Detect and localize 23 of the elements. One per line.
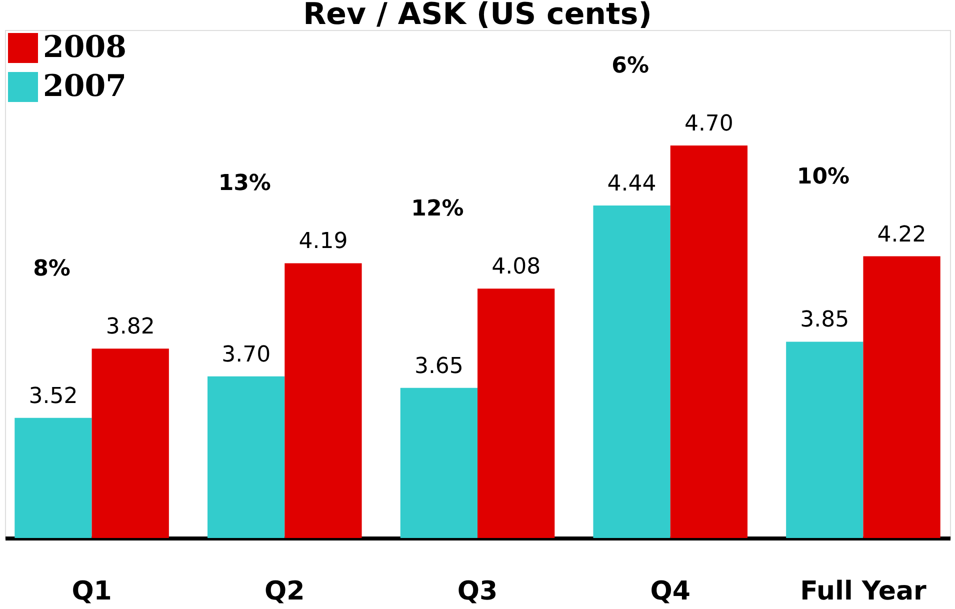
data-label: 4.22: [877, 222, 926, 248]
annotation: 10%: [796, 164, 850, 190]
legend-label: 2007: [43, 69, 126, 104]
data-label: 3.85: [800, 308, 850, 333]
data-label: 4.44: [607, 171, 656, 196]
data-label: 3.70: [222, 342, 271, 368]
data-label: 3.82: [106, 314, 155, 340]
annotation: 8%: [33, 256, 70, 282]
x-tick-label: Q1: [72, 576, 112, 606]
data-label: 4.08: [492, 254, 541, 280]
chart-title: Rev / ASK (US cents): [303, 0, 652, 32]
legend-label: 2008: [43, 30, 126, 65]
x-tick-label: Q2: [264, 576, 305, 606]
annotation: 12%: [411, 196, 464, 222]
annotation: 6%: [612, 53, 650, 78]
data-label: 4.19: [298, 229, 348, 254]
annotation: 13%: [218, 171, 271, 196]
x-tick-label: Q4: [650, 576, 690, 606]
x-tick-label: Full Year: [800, 576, 927, 606]
x-tick-label: Q3: [457, 576, 498, 606]
data-label: 3.52: [28, 384, 78, 409]
data-label: 3.65: [414, 354, 464, 379]
data-label: 4.70: [684, 111, 734, 136]
